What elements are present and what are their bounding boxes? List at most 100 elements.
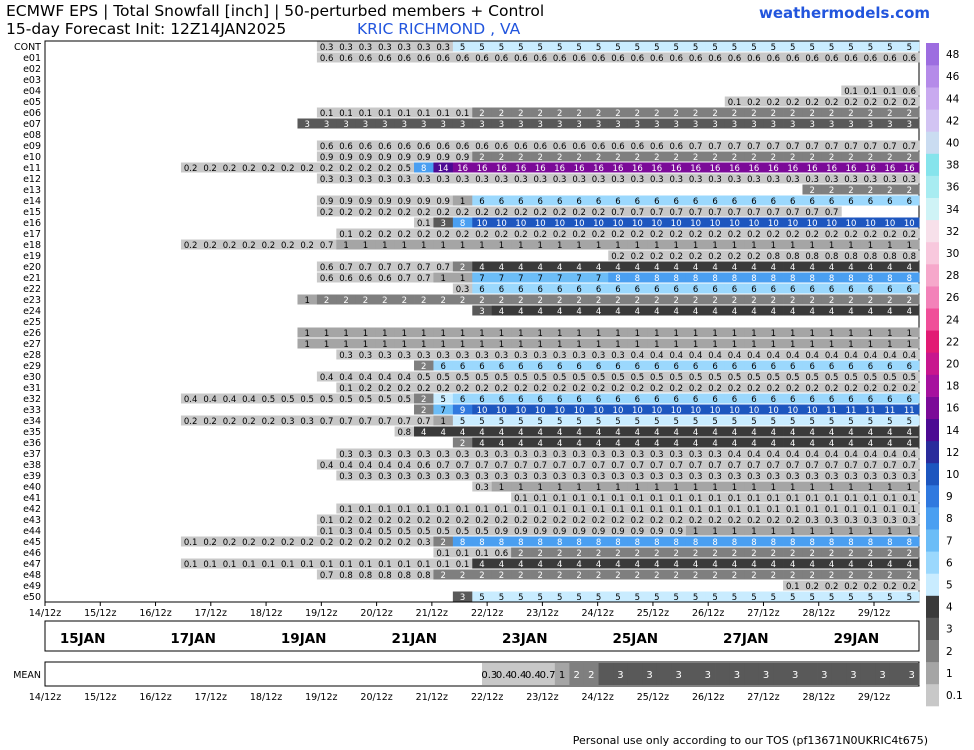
cell-e34-36 <box>744 415 765 426</box>
cell-value-e11-9: 0.2 <box>223 164 237 174</box>
cell-value-e10-31: 2 <box>654 153 659 163</box>
cell-value-e48-26: 2 <box>557 571 562 581</box>
cell-value-e18-42: 1 <box>868 241 873 251</box>
cell-e16-33 <box>685 217 706 228</box>
cell-value-e44-17: 0.5 <box>378 527 392 537</box>
cell-value-e23-21: 2 <box>460 296 465 306</box>
cell-value-e40-35: 1 <box>732 483 737 493</box>
mean-value-47: 3 <box>734 670 740 681</box>
cell-e11-13 <box>297 162 318 173</box>
cell-value-e11-12: 0.2 <box>281 164 295 174</box>
cell-value-e07-25: 3 <box>538 120 543 130</box>
cell-e31-24 <box>511 382 531 393</box>
cell-value-e50-22: 5 <box>479 593 484 603</box>
cell-e32-9 <box>219 393 240 404</box>
cell-e22-43 <box>880 283 900 294</box>
cell-e17-44 <box>899 228 920 239</box>
cell-value-e45-18: 0.2 <box>398 538 412 548</box>
cell-e09-33 <box>685 140 706 151</box>
cell-e11-14 <box>316 162 337 173</box>
cell-value-e18-35: 1 <box>732 241 737 251</box>
cell-value-e10-32: 2 <box>674 153 679 163</box>
cell-e18-37 <box>763 239 784 250</box>
cell-e16-25 <box>530 217 551 228</box>
cell-e06-40 <box>821 107 842 118</box>
cell-e33-30 <box>627 404 648 415</box>
cell-e37-21 <box>452 448 473 459</box>
cell-e24-38 <box>783 305 803 316</box>
cell-e29-19 <box>414 360 434 371</box>
cell-e11-24 <box>511 162 531 173</box>
cell-value-e15-21: 0.2 <box>456 208 470 218</box>
cell-value-e22-40: 6 <box>829 285 834 295</box>
date-label-5: 25JAN <box>613 631 659 647</box>
cell-e45-41 <box>841 536 862 547</box>
cell-value-e31-16: 0.2 <box>359 384 373 394</box>
cell-value-e27-21: 1 <box>460 340 465 350</box>
cell-e34-31 <box>647 415 667 426</box>
cell-e47-7 <box>180 558 201 569</box>
cell-e43-20 <box>433 514 454 525</box>
mean-cell-43 <box>671 663 687 685</box>
cell-e20-39 <box>802 261 823 272</box>
cell-value-e29-38: 6 <box>790 362 795 372</box>
cell-e23-38 <box>783 294 803 305</box>
colorbar-label-24: 38 <box>946 160 959 172</box>
cell-value-e31-20: 0.2 <box>436 384 450 394</box>
cell-value-e20-38: 4 <box>790 263 795 273</box>
cell-e45-33 <box>685 536 706 547</box>
cell-e45-8 <box>200 536 221 547</box>
cell-value-e31-39: 0.2 <box>805 384 819 394</box>
cell-value-e45-44: 8 <box>907 538 912 548</box>
cell-value-e42-22: 0.1 <box>475 505 489 515</box>
cell-e47-30 <box>627 558 648 569</box>
cell-e14-31 <box>647 195 667 206</box>
cell-CONT-30 <box>627 41 648 52</box>
cell-e01-22 <box>472 52 493 63</box>
cell-value-e07-39: 3 <box>809 120 814 130</box>
cell-value-e10-37: 2 <box>771 153 776 163</box>
cell-value-e40-22: 0.3 <box>475 483 489 493</box>
cell-value-e28-34: 0.4 <box>708 351 722 361</box>
cell-e09-34 <box>705 140 726 151</box>
cell-e40-31 <box>647 481 667 492</box>
cell-e07-18 <box>394 118 415 129</box>
cell-value-e15-37: 0.7 <box>767 208 781 218</box>
cell-value-e17-30: 0.2 <box>631 230 645 240</box>
cell-value-e14-18: 0.9 <box>398 197 412 207</box>
cell-e30-17 <box>375 371 395 382</box>
cell-value-CONT-29: 5 <box>615 43 620 53</box>
cell-e17-33 <box>685 228 706 239</box>
cell-value-e06-15: 0.1 <box>339 109 353 119</box>
cell-value-e44-28: 0.9 <box>592 527 606 537</box>
cell-e26-18 <box>394 327 415 338</box>
cell-value-e19-40: 0.8 <box>825 252 839 262</box>
cell-value-e16-33: 10 <box>690 219 701 229</box>
cell-e34-37 <box>763 415 784 426</box>
cell-e44-16 <box>355 525 376 536</box>
cell-value-e32-27: 6 <box>576 395 581 405</box>
cell-value-e32-15: 0.5 <box>339 395 353 405</box>
cell-e28-39 <box>802 349 823 360</box>
cell-value-e38-17: 0.4 <box>378 461 392 471</box>
cell-e46-33 <box>685 547 706 558</box>
cell-e47-37 <box>763 558 784 569</box>
cell-value-e11-7: 0.2 <box>184 164 198 174</box>
cell-value-e14-38: 6 <box>790 197 795 207</box>
cell-value-e12-34: 0.3 <box>708 175 722 185</box>
cell-e01-35 <box>724 52 745 63</box>
cell-e20-29 <box>608 261 629 272</box>
cell-value-e14-37: 6 <box>771 197 776 207</box>
cell-e43-27 <box>569 514 590 525</box>
cell-e11-18 <box>394 162 415 173</box>
cell-value-e39-30: 0.3 <box>631 472 645 482</box>
cell-e15-32 <box>666 206 687 217</box>
cell-e31-29 <box>608 382 629 393</box>
cell-value-e41-38: 0.1 <box>786 494 800 504</box>
colorbar-label-0: 0.1 <box>946 690 963 702</box>
cell-e45-24 <box>511 536 531 547</box>
cell-e31-19 <box>414 382 434 393</box>
cell-value-e32-20: 5 <box>440 395 445 405</box>
cell-value-e06-44: 2 <box>907 109 912 119</box>
cell-e07-20 <box>433 118 454 129</box>
